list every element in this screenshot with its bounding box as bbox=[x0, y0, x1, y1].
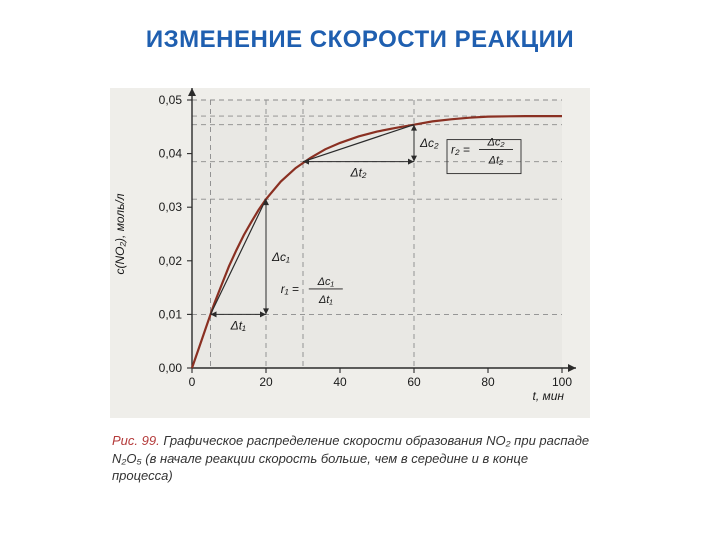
page-title: ИЗМЕНЕНИЕ СКОРОСТИ РЕАКЦИИ bbox=[0, 26, 720, 54]
svg-text:r₂ =: r₂ = bbox=[451, 143, 470, 157]
svg-text:r₁ =: r₁ = bbox=[281, 282, 299, 296]
title-text: ИЗМЕНЕНИЕ СКОРОСТИ РЕАКЦИИ bbox=[146, 26, 574, 53]
svg-text:60: 60 bbox=[407, 375, 421, 389]
svg-text:100: 100 bbox=[552, 375, 572, 389]
svg-text:0,02: 0,02 bbox=[159, 254, 183, 268]
caption-text: Графическое распределение скорости образ… bbox=[112, 433, 589, 483]
svg-text:40: 40 bbox=[333, 375, 347, 389]
svg-text:0,05: 0,05 bbox=[159, 93, 183, 107]
svg-text:80: 80 bbox=[481, 375, 495, 389]
svg-text:Δt₁: Δt₁ bbox=[230, 318, 246, 332]
svg-text:Δc₂: Δc₂ bbox=[486, 137, 505, 149]
svg-text:t, мин: t, мин bbox=[532, 389, 564, 403]
chart-svg: 0 20 40 60 80 100 0,00 0,01 0,02 0,03 0,04 0,05 t, м… bbox=[110, 88, 590, 418]
svg-text:Δc₂: Δc₂ bbox=[419, 136, 439, 150]
slide: ИЗМЕНЕНИЕ СКОРОСТИ РЕАКЦИИ 0204060801000… bbox=[0, 0, 720, 540]
svg-text:Δt₂: Δt₂ bbox=[350, 166, 367, 180]
svg-text:Δt₁: Δt₁ bbox=[318, 294, 333, 306]
svg-text:Δc₁: Δc₁ bbox=[271, 250, 290, 264]
svg-text:20: 20 bbox=[259, 375, 273, 389]
svg-text:0,01: 0,01 bbox=[159, 307, 183, 321]
svg-text:0,04: 0,04 bbox=[159, 147, 183, 161]
svg-text:c(NO₂), моль/л: c(NO₂), моль/л bbox=[113, 193, 127, 274]
svg-text:0,03: 0,03 bbox=[159, 200, 183, 214]
svg-text:Δc₁: Δc₁ bbox=[317, 276, 335, 288]
svg-text:0,00: 0,00 bbox=[159, 361, 183, 375]
figure-caption: Рис. 99. Графическое распределение скоро… bbox=[112, 432, 592, 485]
caption-ris: Рис. 99. bbox=[112, 433, 160, 448]
svg-text:0: 0 bbox=[189, 375, 196, 389]
figure-panel: 0 20 40 60 80 100 0,00 0,01 0,02 0,03 0,04 0,05 t, м… bbox=[110, 88, 590, 418]
svg-text:Δt₂: Δt₂ bbox=[488, 155, 504, 167]
